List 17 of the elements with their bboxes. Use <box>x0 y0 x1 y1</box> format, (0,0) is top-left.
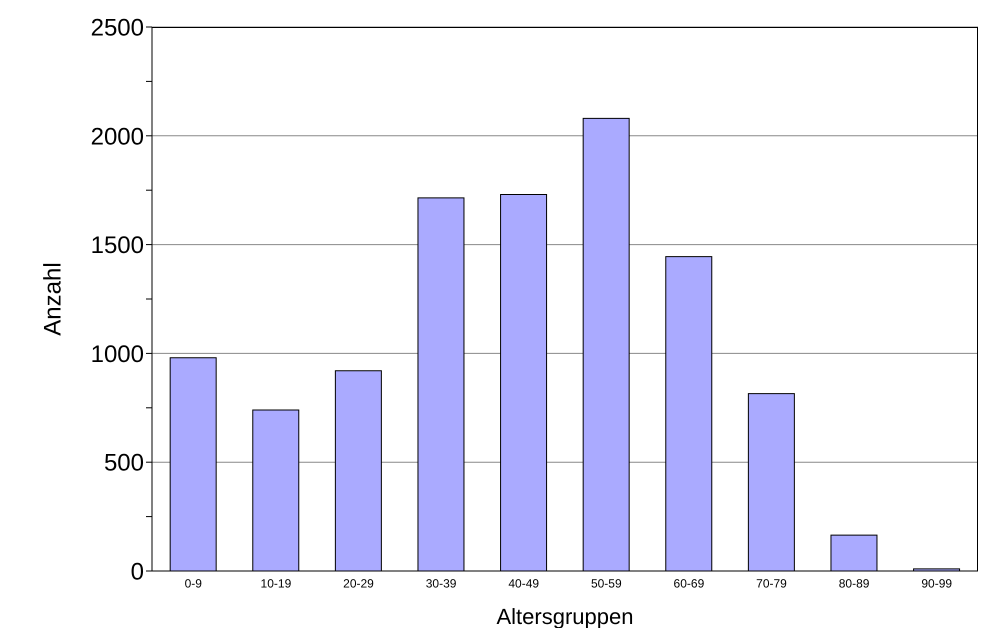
y-tick-label: 2500 <box>90 14 144 42</box>
x-tick-label: 50-59 <box>590 576 622 591</box>
x-tick-label: 70-79 <box>756 576 788 591</box>
x-tick-label: 90-99 <box>921 576 952 591</box>
x-tick-label: 20-29 <box>343 576 374 591</box>
y-axis-title: Anzahl <box>40 262 67 336</box>
x-tick-label: 10-19 <box>260 576 292 591</box>
x-tick-label: 30-39 <box>426 576 457 591</box>
y-tick-label: 500 <box>104 450 144 477</box>
x-tick-label: 60-69 <box>674 576 705 591</box>
x-tick-label: 40-49 <box>508 576 540 591</box>
x-tick-label: 0-9 <box>184 576 202 591</box>
y-tick-label: 0 <box>130 558 144 586</box>
y-tick-label: 1500 <box>90 232 144 260</box>
y-tick-label: 2000 <box>90 123 144 150</box>
y-tick-label: 1000 <box>90 340 144 368</box>
x-tick-label: 80-89 <box>838 576 870 591</box>
